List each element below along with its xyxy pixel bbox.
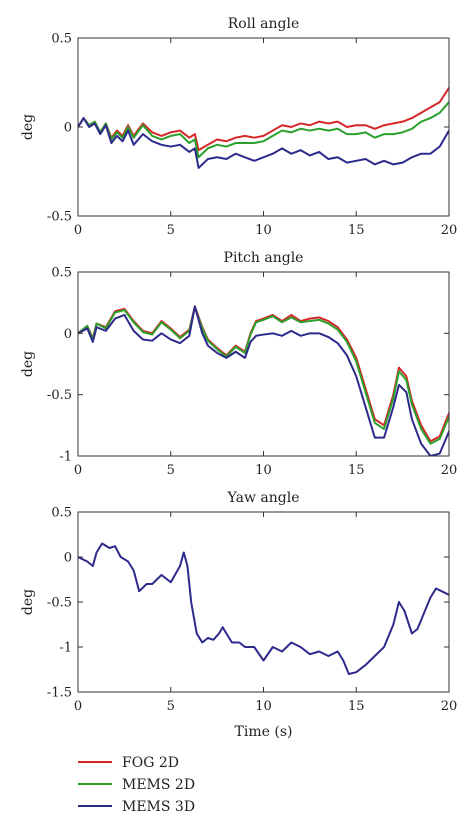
chart-title: Yaw angle [226, 490, 299, 506]
legend-label: MEMS 3D [122, 799, 195, 815]
series-line-mems3d [78, 305, 449, 456]
chart-1: Pitch angle deg 0 5 10 15 20 -1 -0.5 0 0.5 [20, 250, 457, 478]
y-tick-label: -1 [59, 450, 72, 465]
plot-frame [77, 37, 450, 217]
y-tick-label: 0.5 [51, 506, 72, 521]
legend-item-mems3d: MEMS 3D [78, 799, 195, 815]
y-tick-label: -1 [59, 641, 72, 656]
x-axis-label: Time (s) [235, 724, 293, 740]
chart-title: Pitch angle [224, 250, 304, 266]
x-tick-label: 10 [255, 699, 272, 714]
x-tick-label: 10 [255, 223, 272, 238]
x-tick-label: 5 [167, 699, 175, 714]
x-tick-label: 15 [348, 223, 365, 238]
x-tick-label: 20 [441, 699, 458, 714]
x-tick-label: 0 [74, 699, 82, 714]
legend-item-mems2d: MEMS 2D [78, 777, 195, 793]
series-line-mems2d [78, 306, 449, 445]
series-group [78, 305, 449, 456]
series-group [78, 542, 449, 675]
y-tick-label: 0 [64, 121, 72, 136]
y-tick-label: 0.5 [51, 32, 72, 47]
y-tick-label: 0 [64, 551, 72, 566]
y-tick-label: -0.5 [47, 210, 72, 225]
x-tick-label: 10 [255, 463, 272, 478]
y-tick-label: 0 [64, 327, 72, 342]
x-tick-label: 5 [167, 223, 175, 238]
y-tick-label: 0.5 [51, 266, 72, 281]
series-line-mems3d [78, 542, 449, 675]
y-axis-label: deg [20, 589, 36, 615]
x-tick-label: 0 [74, 223, 82, 238]
series-group [78, 86, 449, 169]
legend-label: FOG 2D [122, 755, 179, 771]
series-line-fog2d [78, 305, 449, 443]
y-axis-label: deg [20, 351, 36, 377]
x-tick-label: 20 [441, 223, 458, 238]
x-tick-label: 5 [167, 463, 175, 478]
x-tick-label: 20 [441, 463, 458, 478]
x-tick-label: 15 [348, 699, 365, 714]
series-line-fog2d [78, 86, 449, 152]
chart-2: Yaw angle deg Time (s) 0 5 10 15 20 -1.5 -1 -0.5 0 0… [20, 490, 457, 740]
y-axis-label: deg [20, 114, 36, 140]
plot-frame [77, 271, 450, 457]
series-line-mems3d [78, 117, 449, 169]
chart-title: Roll angle [228, 16, 299, 32]
legend: FOG 2D MEMS 2D MEMS 3D [78, 755, 195, 815]
legend-label: MEMS 2D [122, 777, 195, 793]
plot-frame [77, 511, 450, 693]
y-tick-label: -1.5 [47, 686, 72, 701]
series-line-mems2d [78, 101, 449, 159]
legend-item-fog2d: FOG 2D [78, 755, 179, 771]
x-tick-label: 0 [74, 463, 82, 478]
y-tick-label: -0.5 [47, 388, 72, 403]
x-tick-label: 15 [348, 463, 365, 478]
y-tick-label: -0.5 [47, 596, 72, 611]
